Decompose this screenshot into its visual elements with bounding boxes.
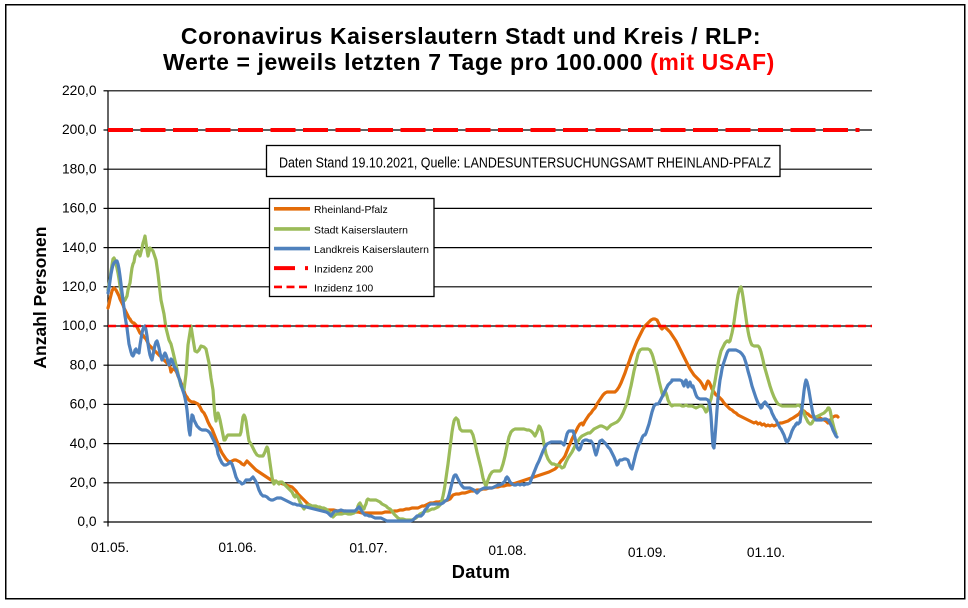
svg-text:20,0: 20,0	[70, 475, 97, 490]
svg-text:80,0: 80,0	[70, 357, 97, 372]
svg-text:120,0: 120,0	[62, 279, 97, 294]
svg-text:01.07.: 01.07.	[349, 541, 387, 556]
svg-text:Rheinland-Pfalz: Rheinland-Pfalz	[314, 205, 388, 216]
svg-text:Datum: Datum	[452, 562, 511, 582]
svg-text:180,0: 180,0	[62, 161, 97, 176]
svg-text:01.08.: 01.08.	[488, 543, 526, 558]
svg-text:160,0: 160,0	[62, 201, 97, 216]
svg-text:Inzidenz 100: Inzidenz 100	[314, 283, 373, 294]
svg-text:40,0: 40,0	[70, 436, 97, 451]
svg-text:01.06.: 01.06.	[218, 540, 256, 555]
svg-text:Inzidenz 200: Inzidenz 200	[314, 265, 373, 276]
svg-text:Stadt Kaiserslautern: Stadt Kaiserslautern	[314, 225, 408, 236]
svg-text:Coronavirus Kaiserslautern Sta: Coronavirus Kaiserslautern Stadt und Kre…	[181, 23, 761, 49]
svg-text:Daten Stand 19.10.2021, Quelle: Daten Stand 19.10.2021, Quelle: LANDESUN…	[279, 156, 771, 172]
svg-text:140,0: 140,0	[62, 240, 97, 255]
svg-text:200,0: 200,0	[62, 122, 97, 137]
svg-text:Werte = jeweils letzten 7 Tage: Werte = jeweils letzten 7 Tage pro 100.0…	[163, 49, 775, 75]
svg-text:Landkreis Kaiserslautern: Landkreis Kaiserslautern	[314, 245, 429, 256]
svg-text:01.10.: 01.10.	[747, 545, 785, 560]
svg-text:Anzahl Personen: Anzahl Personen	[30, 227, 50, 369]
svg-text:100,0: 100,0	[62, 318, 97, 333]
svg-text:60,0: 60,0	[70, 397, 97, 412]
svg-text:01.05.: 01.05.	[91, 540, 129, 555]
svg-text:0,0: 0,0	[77, 514, 97, 529]
svg-text:01.09.: 01.09.	[628, 545, 666, 560]
svg-text:220,0: 220,0	[62, 83, 97, 98]
